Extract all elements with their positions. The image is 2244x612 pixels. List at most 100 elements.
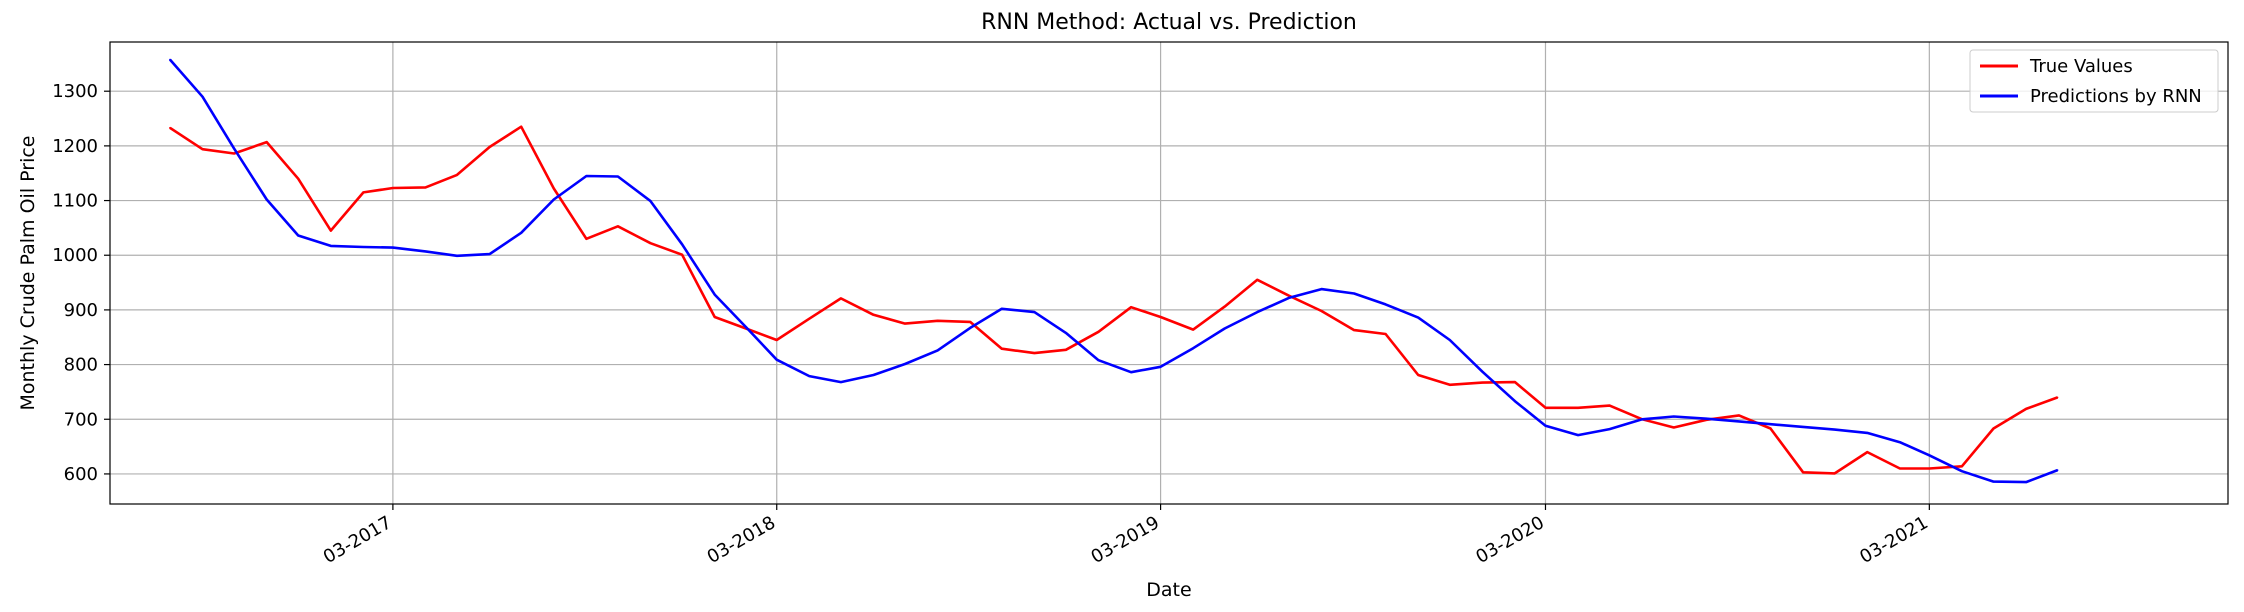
data-point-true-values <box>456 174 458 176</box>
data-point-predictions-by-rnn <box>1223 327 1226 330</box>
y-tick-label: 1200 <box>52 136 98 157</box>
data-point-true-values <box>297 177 300 180</box>
data-point-true-values <box>775 339 778 341</box>
data-point-predictions-by-rnn <box>1256 311 1259 313</box>
data-point-true-values <box>1738 414 1740 417</box>
data-point-true-values <box>424 186 427 189</box>
data-point-true-values <box>553 187 555 190</box>
data-point-true-values <box>1192 328 1194 331</box>
data-point-true-values <box>1866 451 1869 453</box>
data-point-predictions-by-rnn <box>649 200 652 202</box>
data-point-predictions-by-rnn <box>362 246 365 248</box>
y-tick-label: 1100 <box>52 191 98 212</box>
data-point-true-values <box>362 191 365 194</box>
data-point-predictions-by-rnn <box>1065 332 1067 334</box>
data-point-true-values <box>169 127 171 129</box>
data-point-predictions-by-rnn <box>1481 370 1484 373</box>
data-point-true-values <box>1449 384 1451 386</box>
data-point-predictions-by-rnn <box>297 234 300 237</box>
y-tick-label: 800 <box>64 355 98 376</box>
data-point-true-values <box>649 242 652 244</box>
data-point-predictions-by-rnn <box>746 327 749 330</box>
data-point-true-values <box>1256 279 1259 281</box>
data-point-true-values <box>201 148 204 150</box>
y-tick-label: 900 <box>64 300 98 321</box>
data-point-true-values <box>1673 426 1675 429</box>
data-point-true-values <box>1353 329 1355 331</box>
y-axis-label: Monthly Crude Palm Oil Price <box>17 136 39 411</box>
data-point-true-values <box>1577 407 1579 409</box>
data-point-predictions-by-rnn <box>265 198 268 201</box>
data-point-true-values <box>2056 396 2059 399</box>
data-point-true-values <box>1514 381 1516 383</box>
data-point-predictions-by-rnn <box>330 245 332 247</box>
data-point-true-values <box>1033 352 1036 354</box>
data-point-true-values <box>585 238 588 240</box>
data-point-true-values <box>1899 467 1901 470</box>
data-point-predictions-by-rnn <box>1544 425 1547 427</box>
data-point-predictions-by-rnn <box>1802 426 1804 428</box>
data-point-predictions-by-rnn <box>1001 308 1003 310</box>
data-point-predictions-by-rnn <box>1288 297 1290 299</box>
series-line-true-values <box>169 125 2059 475</box>
grid-lines <box>110 42 2228 504</box>
data-point-true-values <box>1320 310 1323 312</box>
data-point-predictions-by-rnn <box>585 175 588 177</box>
data-point-predictions-by-rnn <box>1769 423 1772 426</box>
data-point-true-values <box>265 141 268 143</box>
data-point-predictions-by-rnn <box>1705 417 1708 420</box>
data-point-predictions-by-rnn <box>1033 311 1036 313</box>
data-point-predictions-by-rnn <box>969 327 971 329</box>
data-point-predictions-by-rnn <box>775 358 778 361</box>
data-point-predictions-by-rnn <box>840 381 842 383</box>
y-tick-label: 1300 <box>52 81 98 102</box>
data-point-true-values <box>808 317 811 320</box>
legend-label-true-values: True Values <box>2029 56 2133 77</box>
data-point-true-values <box>1097 331 1100 333</box>
data-point-predictions-by-rnn <box>392 246 394 249</box>
data-point-true-values <box>1130 306 1132 309</box>
data-point-predictions-by-rnn <box>2025 481 2027 483</box>
data-point-true-values <box>904 322 906 325</box>
data-point-predictions-by-rnn <box>1192 347 1194 350</box>
data-point-predictions-by-rnn <box>1608 428 1611 430</box>
data-point-predictions-by-rnn <box>520 232 522 234</box>
data-point-predictions-by-rnn <box>872 374 875 376</box>
data-point-true-values <box>392 187 394 189</box>
data-point-true-values <box>2025 408 2027 410</box>
data-point-predictions-by-rnn <box>808 375 811 377</box>
data-point-true-values <box>1961 465 1963 468</box>
legend: True Values Predictions by RNN <box>1969 49 2219 113</box>
data-point-predictions-by-rnn <box>1992 480 1995 483</box>
data-point-true-values <box>1769 427 1772 430</box>
data-point-predictions-by-rnn <box>1130 371 1132 374</box>
data-point-predictions-by-rnn <box>904 363 906 365</box>
series-line-predictions-by-rnn <box>168 58 2059 484</box>
data-point-predictions-by-rnn <box>1097 359 1100 362</box>
data-point-true-values <box>1544 407 1547 409</box>
data-point-predictions-by-rnn <box>1159 366 1162 368</box>
data-point-predictions-by-rnn <box>553 198 555 201</box>
data-point-true-values <box>872 314 875 316</box>
data-point-true-values <box>936 320 939 322</box>
data-point-predictions-by-rnn <box>1641 418 1643 421</box>
data-point-predictions-by-rnn <box>169 58 171 61</box>
data-point-predictions-by-rnn <box>713 293 716 296</box>
data-point-predictions-by-rnn <box>488 253 491 255</box>
data-point-predictions-by-rnn <box>681 243 683 246</box>
data-point-true-values <box>713 316 716 318</box>
data-point-predictions-by-rnn <box>1928 454 1931 457</box>
plot-frame <box>109 41 2229 505</box>
data-point-true-values <box>233 152 235 155</box>
data-point-true-values <box>1833 472 1836 475</box>
data-point-predictions-by-rnn <box>1384 303 1387 306</box>
y-tick-label: 700 <box>64 409 98 430</box>
data-point-true-values <box>330 229 332 232</box>
data-point-predictions-by-rnn <box>424 250 427 253</box>
data-point-true-values <box>1065 349 1067 351</box>
data-point-true-values <box>617 225 619 228</box>
data-point-true-values <box>520 125 522 128</box>
data-point-true-values <box>1992 427 1995 430</box>
data-point-predictions-by-rnn <box>1577 434 1579 436</box>
